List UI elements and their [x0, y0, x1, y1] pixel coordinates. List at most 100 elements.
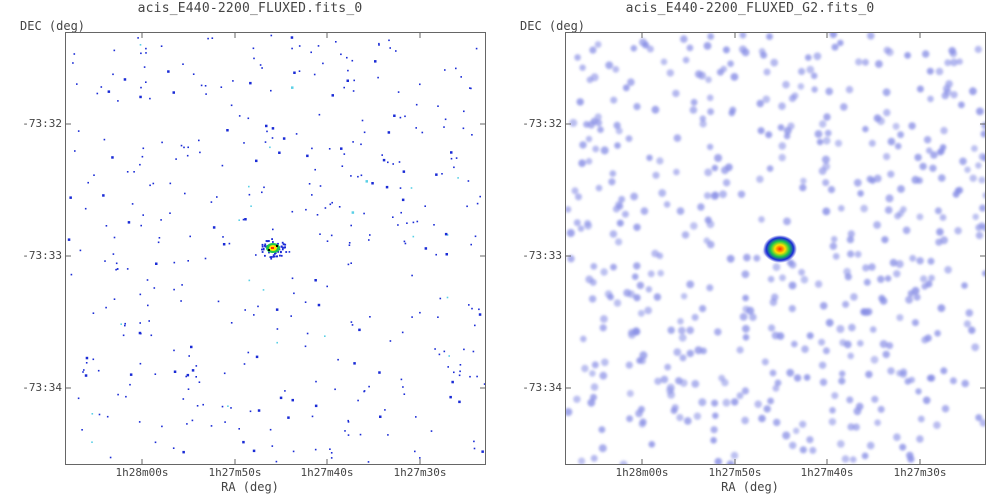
- event-pixel: [192, 73, 195, 75]
- event-pixel: [419, 311, 421, 314]
- smoothed-events: [566, 33, 985, 464]
- event-pixel: [230, 322, 233, 324]
- event-pixel: [470, 243, 472, 246]
- event-pixel: [198, 381, 201, 383]
- event-pixel: [243, 142, 245, 144]
- event-pixel: [374, 60, 377, 63]
- event-pixel: [124, 322, 126, 325]
- event-pixel: [298, 45, 301, 47]
- event-pixel: [330, 457, 333, 459]
- event-pixel: [210, 201, 213, 203]
- event-pixel: [473, 440, 475, 443]
- event-pixel: [387, 434, 389, 436]
- event-pixel: [353, 79, 355, 82]
- event-pixel: [173, 288, 175, 291]
- smoothed-event-image: [566, 33, 985, 464]
- event-pixel: [98, 413, 101, 416]
- event-pixel: [249, 81, 252, 85]
- event-pixel: [445, 253, 448, 256]
- event-pixel: [288, 251, 291, 253]
- event-pixel: [379, 415, 382, 418]
- event-pixel: [248, 193, 251, 196]
- event-pixel: [82, 371, 84, 373]
- event-pixel: [363, 131, 366, 134]
- point-source: [763, 235, 797, 263]
- event-pixel: [271, 137, 274, 139]
- event-pixel: [459, 370, 461, 373]
- event-pixel: [315, 380, 317, 383]
- event-pixel: [363, 212, 365, 215]
- x-tick-label: 1h27m40s: [300, 466, 354, 479]
- event-pixel: [238, 428, 240, 430]
- event-pixel: [111, 156, 114, 159]
- event-pixel: [195, 365, 198, 367]
- event-pixel: [403, 393, 406, 395]
- image-plot-area[interactable]: [565, 32, 986, 465]
- event-pixel: [344, 430, 346, 432]
- event-pixel: [368, 239, 370, 241]
- event-pixel: [155, 262, 158, 265]
- event-pixel: [195, 376, 197, 378]
- sparse-event-image: [67, 34, 485, 463]
- event-pixel: [92, 358, 95, 361]
- image-plot-area[interactable]: [65, 32, 486, 465]
- event-pixel: [207, 37, 209, 40]
- event-pixel: [279, 396, 283, 400]
- event-pixel: [149, 184, 151, 187]
- event-pixel: [292, 450, 295, 453]
- event-pixel: [450, 151, 453, 154]
- event-pixel: [459, 364, 462, 366]
- event-pixel: [460, 76, 462, 78]
- event-pixel: [182, 450, 185, 454]
- event-pixel: [198, 139, 200, 142]
- event-pixel: [291, 86, 294, 89]
- x-axis-label: RA (deg): [721, 480, 779, 494]
- event-pixel: [433, 224, 435, 226]
- event-pixel: [145, 52, 147, 54]
- event-pixel: [457, 177, 459, 179]
- event-pixel: [330, 234, 333, 237]
- event-pixel: [400, 211, 402, 214]
- event-pixel: [147, 304, 149, 307]
- event-pixel: [244, 309, 246, 311]
- event-pixel: [435, 253, 437, 256]
- event-pixel: [385, 185, 389, 189]
- event-pixel: [414, 450, 416, 453]
- x-tick-label: 1h27m40s: [800, 466, 854, 479]
- event-pixel: [152, 182, 155, 185]
- event-pixel: [116, 268, 119, 270]
- event-pixel: [247, 351, 250, 354]
- event-pixel: [438, 353, 441, 356]
- event-pixel: [275, 308, 279, 311]
- event-pixel: [275, 460, 278, 463]
- event-pixel: [184, 192, 186, 195]
- event-pixel: [150, 334, 153, 337]
- event-pixel: [205, 93, 207, 95]
- event-pixel: [389, 47, 391, 49]
- event-pixel: [444, 118, 447, 121]
- event-pixel: [347, 434, 350, 436]
- event-pixel: [444, 69, 446, 71]
- event-pixel: [319, 233, 321, 235]
- left-image-panel: acis_E440-2200_FLUXED.fits_0 DEC (deg) -…: [20, 1, 486, 494]
- event-pixel: [393, 114, 396, 117]
- event-pixel: [230, 407, 232, 409]
- event-pixel: [211, 37, 214, 39]
- event-pixel: [291, 398, 294, 402]
- event-pixel: [361, 119, 364, 122]
- event-pixel: [476, 202, 479, 205]
- event-pixel: [129, 373, 133, 376]
- event-pixel: [100, 86, 103, 88]
- event-pixel: [343, 86, 345, 89]
- event-pixel: [242, 218, 245, 221]
- event-pixel: [479, 195, 481, 198]
- event-pixel: [402, 170, 406, 173]
- event-pixel: [85, 356, 89, 360]
- event-pixel: [412, 235, 415, 238]
- event-pixel: [469, 87, 471, 89]
- event-pixel: [473, 447, 476, 450]
- event-pixel: [243, 363, 246, 365]
- event-pixel: [112, 253, 115, 255]
- event-pixel: [304, 345, 307, 348]
- event-pixel: [269, 428, 272, 431]
